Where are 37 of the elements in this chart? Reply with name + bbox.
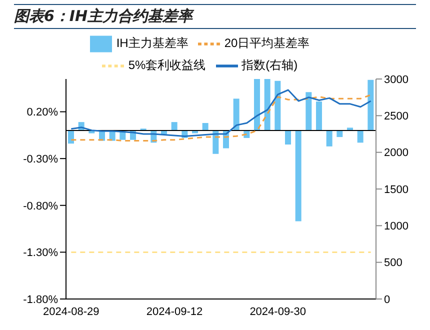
y2-tick-label: 2500 [384,110,408,123]
y2-tick-label: 3000 [384,74,408,86]
bar [192,130,198,134]
bar [306,92,312,130]
bar [233,98,240,130]
y2-tick-label: 1000 [384,220,408,233]
chart-title: 图表6：IH主力合约基差率 [14,4,416,29]
y2-tick-label: 2000 [384,147,408,160]
legend-label: IH主力基差率 [116,36,188,50]
x-tick-label: 2024-09-12 [146,306,203,318]
legend-label: 指数(右轴) [242,58,298,72]
bar [202,123,208,130]
bar [347,128,353,130]
x-tick-label: 2024-08-29 [43,306,100,318]
legend-label: 20日平均基差率 [224,36,310,50]
bar [68,130,74,144]
bar [316,101,322,130]
y-tick-label: -0.30% [23,153,58,166]
bar [357,130,364,143]
bar [326,130,332,146]
y2-tick-label: 500 [384,257,402,270]
bar [254,79,260,130]
legend-label: 5%套利收益线 [128,58,206,72]
bar [368,80,374,130]
bar [295,130,302,222]
x-tick-label: 2024-09-30 [250,306,306,318]
y2-tick-label: 0 [384,294,390,306]
bar [171,122,178,130]
y-tick-label: 0.20% [26,106,58,119]
y-tick-label: -1.80% [23,294,58,306]
y2-tick-label: 1500 [384,184,408,196]
bar [285,130,291,145]
bar [274,80,281,130]
bar [336,130,343,138]
y-tick-label: -0.80% [23,200,58,212]
y-tick-label: -1.30% [23,247,58,260]
bar [264,79,270,130]
